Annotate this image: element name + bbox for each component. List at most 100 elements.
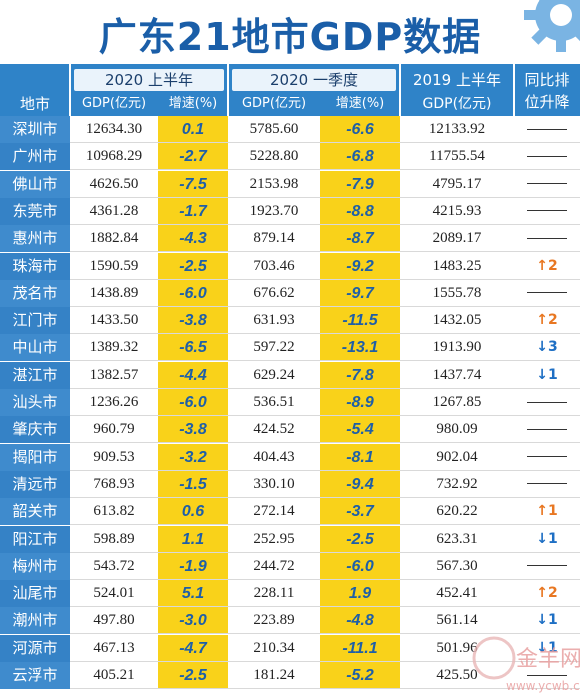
rank-down-value: ↓1 [536,639,558,656]
h1-gdp-cell: 768.93 [93,475,135,492]
city-name: 潮州市 [12,611,58,630]
rank-change-cell: ↓1 [514,635,580,662]
h1-growth-cell: -3.8 [158,416,228,444]
header-city: 地市 [19,95,50,113]
header-divider [513,64,515,116]
rank-down-value: ↓1 [536,530,558,547]
row-divider [70,415,580,416]
q1-growth-cell: -9.2 [320,252,400,280]
rank-change-cell [514,280,580,307]
row-divider [70,496,580,498]
q1-growth-cell: -8.9 [320,389,400,416]
h1-growth-cell: -4.7 [158,634,228,662]
no-change-dash [527,428,567,430]
rank-change-cell: ↑2 [514,307,580,334]
header-2020h1-growth: 增速(%) [168,96,218,111]
city-name: 佛山市 [12,174,58,193]
rank-down-value: ↓3 [536,339,558,356]
h1-gdp-cell: 4626.50 [89,175,139,192]
rank-change-cell: ↓3 [514,334,580,361]
table-row: 中山市 1389.32 -6.5 597.22 -13.1 1913.90 ↓3 [0,334,580,362]
city-cell-bg [0,634,70,662]
prev-cell: 2089.17 [432,230,482,247]
no-change-dash [527,674,567,676]
row-divider [70,442,580,444]
h1-gdp-cell: 4361.28 [89,202,139,219]
h1-gdp-cell: 1433.50 [89,312,139,329]
rank-down-value: ↓1 [536,366,558,383]
prev-cell: 4795.17 [432,175,482,192]
city-cell-bg [0,307,70,335]
h1-growth-cell: -2.5 [158,252,228,280]
q1-growth-cell: -8.7 [320,225,400,253]
q1-gdp-cell: 879.14 [253,230,295,247]
city-name: 肇庆市 [12,420,58,439]
table-row: 汕尾市 524.01 5.1 228.11 1.9 452.41 ↑2 [0,580,580,608]
table-row: 梅州市 543.72 -1.9 244.72 -6.0 567.30 [0,552,580,580]
h1-growth-cell: 0.1 [158,116,228,143]
h1-growth-cell: 1.1 [158,525,228,553]
rank-change-cell [514,662,580,689]
rank-change-cell [514,553,580,580]
prev-cell: 623.31 [436,530,478,547]
city-cell-bg [0,116,70,143]
no-change-dash [527,565,567,567]
no-change-dash [527,401,567,403]
city-cell-bg [0,389,70,416]
title-bar: 广东21地市GDP数据 [0,0,580,62]
city-name: 江门市 [12,311,58,330]
q1-gdp-cell: 629.24 [253,366,295,383]
prev-cell: 902.04 [436,448,478,465]
q1-growth-cell: -7.9 [320,170,400,198]
rank-change-cell: ↓1 [514,526,580,553]
city-name: 茂名市 [12,283,58,302]
q1-gdp-cell: 404.43 [253,448,295,465]
no-change-dash [527,128,567,130]
h1-growth-cell: -6.0 [158,279,228,307]
h1-gdp-cell: 405.21 [93,667,135,683]
city-name: 云浮市 [12,666,58,684]
prev-cell: 567.30 [436,557,478,574]
city-cell-bg [0,525,70,553]
row-divider [70,278,580,280]
row-divider [70,360,580,362]
prev-cell: 452.41 [436,585,478,602]
h1-gdp-cell: 613.82 [93,503,135,520]
table-row: 揭阳市 909.53 -3.2 404.43 -8.1 902.04 [0,443,580,471]
h1-gdp-cell: 1590.59 [89,257,139,274]
q1-gdp-cell: 252.95 [253,530,295,547]
h1-growth-cell: -7.5 [158,170,228,198]
q1-gdp-cell: 210.34 [253,639,295,656]
q1-growth-cell: -2.5 [320,525,400,553]
h1-growth-cell: 5.1 [158,580,228,608]
table-row: 茂名市 1438.89 -6.0 676.62 -9.7 1555.78 [0,279,580,307]
h1-growth-cell: -2.5 [158,662,228,689]
no-change-dash [527,210,567,212]
city-cell-bg [0,143,70,171]
h1-gdp-cell: 12634.30 [85,121,143,137]
q1-gdp-cell: 244.72 [253,557,295,574]
q1-growth-cell: -9.4 [320,470,400,498]
city-cell-bg [0,361,70,389]
city-name: 广州市 [12,147,58,166]
q1-gdp-cell: 536.51 [253,394,295,410]
header-2020q1: 2020 一季度 [232,69,396,91]
q1-gdp-cell: 272.14 [253,503,295,520]
q1-growth-cell: -3.7 [320,498,400,526]
row-divider [70,223,580,225]
city-name: 韶关市 [12,502,58,521]
row-divider [70,606,580,608]
q1-growth-cell: -6.6 [320,116,400,143]
h1-gdp-cell: 1389.32 [89,339,139,356]
row-divider [70,387,580,389]
h1-growth-cell: -6.5 [158,334,228,362]
header-divider [69,64,71,116]
city-cell-bg [0,279,70,307]
city-name: 揭阳市 [12,447,58,466]
table-row: 云浮市 405.21 -2.5 181.24 -5.2 425.50 [0,662,580,689]
q1-gdp-cell: 223.89 [253,612,295,629]
h1-growth-cell: -4.3 [158,225,228,253]
h1-gdp-cell: 1236.26 [89,394,139,410]
row-divider [70,142,580,143]
h1-gdp-cell: 1382.57 [89,366,139,383]
